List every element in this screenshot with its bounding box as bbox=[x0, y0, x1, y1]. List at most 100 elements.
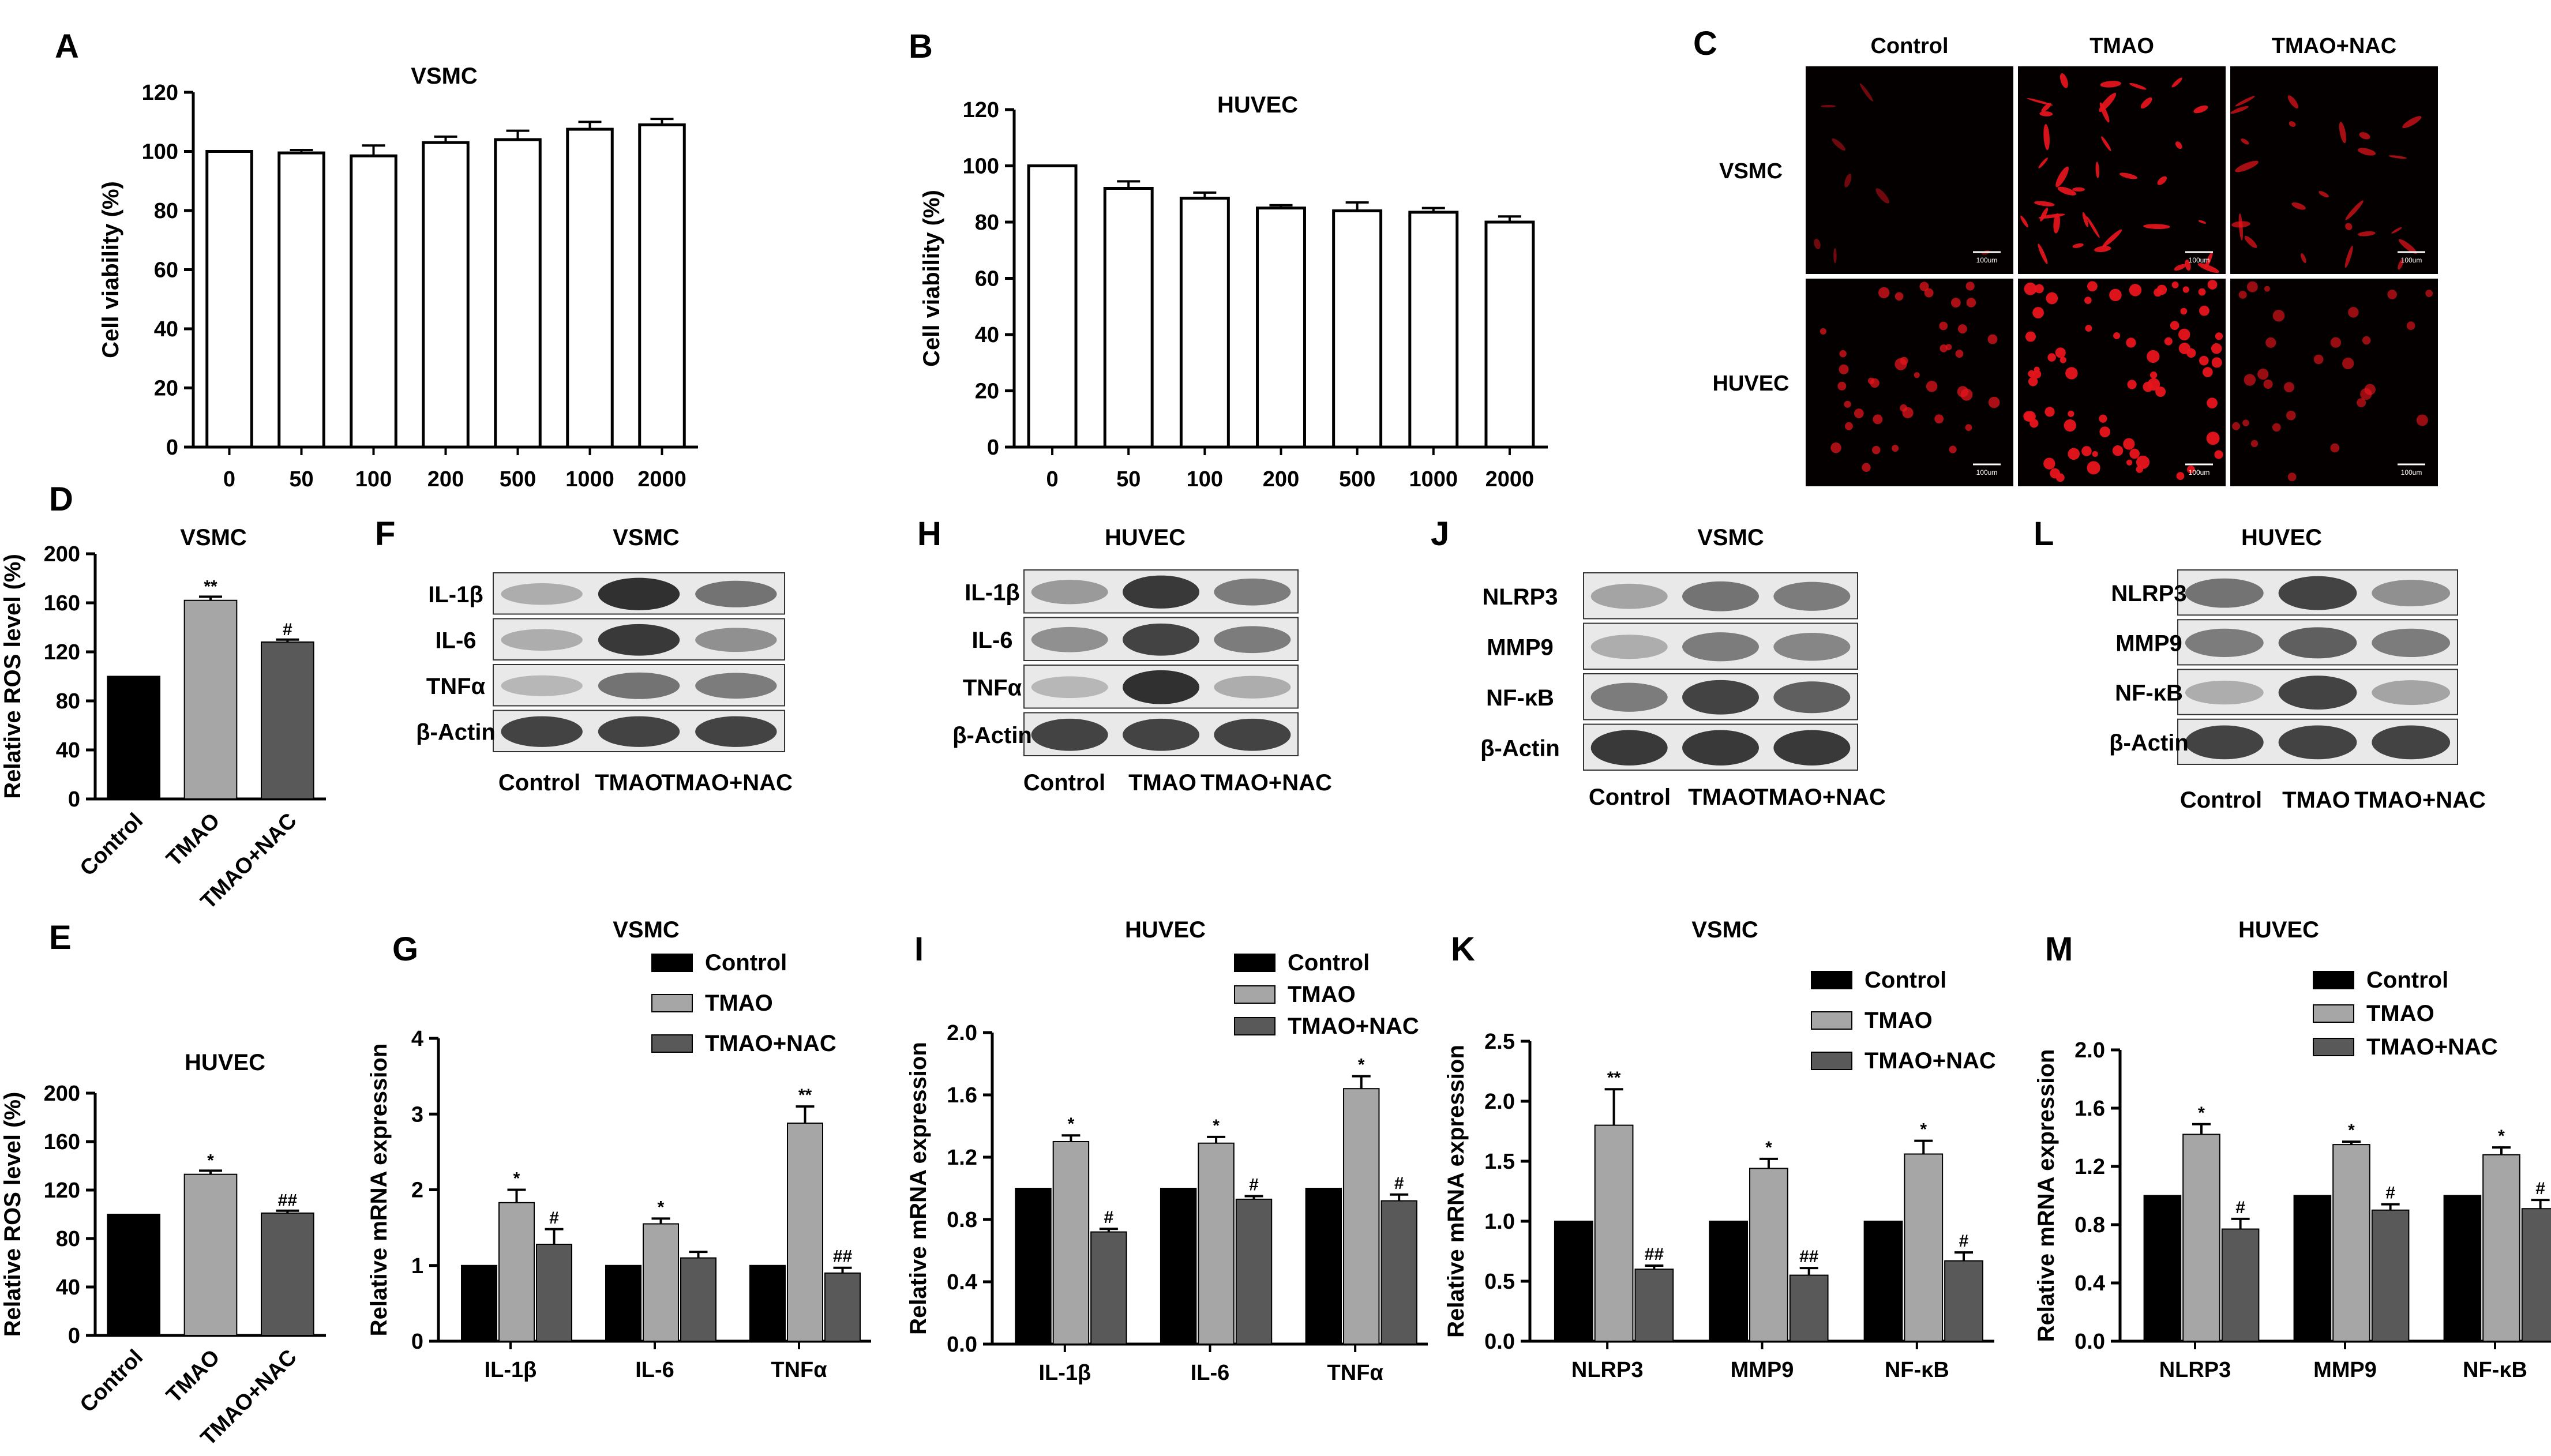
cell-mark bbox=[1939, 321, 1948, 331]
significance-mark: * bbox=[1068, 1114, 1075, 1134]
cell-mark bbox=[2053, 213, 2060, 234]
significance-mark: ## bbox=[278, 1191, 298, 1210]
y-tick-label: 80 bbox=[154, 199, 178, 223]
y-tick-label: 40 bbox=[56, 738, 80, 763]
cell-mark bbox=[1814, 238, 1821, 250]
x-tick-label: 0 bbox=[223, 467, 235, 491]
bar bbox=[1749, 1168, 1788, 1342]
bar bbox=[205, 150, 253, 449]
significance-mark: # bbox=[1394, 1174, 1404, 1193]
cell-mark bbox=[1845, 422, 1853, 430]
bar bbox=[1160, 1188, 1197, 1345]
cell-mark bbox=[2123, 438, 2135, 450]
fluorescence-image bbox=[2230, 66, 2438, 274]
cell-mark bbox=[2034, 284, 2044, 294]
legend-swatch bbox=[2313, 971, 2354, 989]
y-tick-label: 160 bbox=[44, 591, 80, 616]
x-tick-label: TNFα bbox=[1327, 1361, 1383, 1385]
cell-mark bbox=[1859, 83, 1873, 102]
y-tick-label: 80 bbox=[56, 689, 80, 714]
cell-mark bbox=[2047, 353, 2056, 362]
fluorescence-image bbox=[2018, 279, 2226, 486]
blot-band bbox=[1123, 718, 1199, 751]
cell-mark bbox=[2244, 236, 2257, 248]
blot-row-label: MMP9 bbox=[1487, 635, 1554, 660]
cell-mark bbox=[2020, 215, 2028, 228]
cell-mark bbox=[2330, 443, 2340, 453]
legend-label: TMAO bbox=[2366, 1001, 2434, 1026]
cell-mark bbox=[2416, 414, 2428, 426]
blot-band bbox=[1682, 632, 1759, 662]
blot-row-label: β-Actin bbox=[1480, 735, 1560, 761]
blot-lane-label: Control bbox=[498, 770, 580, 795]
y-tick-label: 0.5 bbox=[1484, 1270, 1515, 1294]
cell-mark bbox=[2207, 397, 2218, 409]
cell-mark bbox=[2028, 377, 2038, 386]
blot-row-label: β-Actin bbox=[952, 723, 1032, 748]
blot-row-label: β-Actin bbox=[416, 719, 496, 745]
cell-mark bbox=[2291, 202, 2306, 210]
blot-row-label: IL-1β bbox=[428, 582, 483, 607]
cell-mark bbox=[1987, 334, 1998, 344]
y-tick-label: 1.2 bbox=[947, 1146, 977, 1170]
y-tick-label: 80 bbox=[975, 211, 999, 235]
y-tick-label: 160 bbox=[44, 1130, 80, 1154]
panel-letter: A bbox=[55, 28, 79, 65]
cell-mark bbox=[2186, 465, 2195, 474]
cell-mark bbox=[2174, 264, 2186, 271]
bar bbox=[1332, 209, 1383, 449]
x-tick-label: NLRP3 bbox=[2159, 1358, 2231, 1382]
blot-row-label: IL-1β bbox=[965, 580, 1020, 605]
cell-mark bbox=[2185, 260, 2191, 271]
blot-title: HUVEC bbox=[2241, 525, 2322, 550]
blot-band bbox=[2185, 578, 2264, 608]
bar bbox=[749, 1264, 786, 1342]
cell-mark bbox=[2028, 370, 2035, 378]
blot-band bbox=[501, 583, 583, 605]
cell-mark bbox=[2127, 380, 2137, 389]
bar bbox=[1027, 164, 1078, 449]
cell-mark bbox=[2024, 282, 2037, 295]
bar bbox=[2182, 1134, 2220, 1342]
blot-panel-h: H HUVEC IL-1β IL-6 TNFα β-Actin Control TMAO TMA… bbox=[917, 515, 1332, 795]
cell-mark bbox=[1939, 344, 1948, 352]
cell-mark bbox=[2250, 440, 2259, 448]
x-tick-label: 1000 bbox=[565, 467, 614, 491]
blot-band bbox=[1123, 575, 1199, 609]
x-tick-label: 200 bbox=[427, 467, 464, 491]
blot-band bbox=[1773, 581, 1851, 611]
blot-lane-label: TMAO bbox=[2282, 787, 2350, 813]
y-axis-label: Cell viability (%) bbox=[98, 181, 123, 358]
cell-mark bbox=[2143, 224, 2170, 230]
y-axis-label: Cell viability (%) bbox=[919, 190, 944, 367]
y-tick-label: 120 bbox=[44, 640, 80, 665]
cell-mark bbox=[1862, 463, 1871, 472]
y-tick-label: 0 bbox=[987, 436, 999, 460]
cell-mark bbox=[2207, 280, 2218, 290]
blot-band bbox=[2372, 580, 2451, 607]
blot-band bbox=[2185, 725, 2264, 760]
cell-mark bbox=[1854, 408, 1864, 418]
legend-swatch bbox=[1811, 971, 1852, 989]
cell-mark bbox=[2043, 123, 2050, 151]
cell-mark bbox=[2057, 186, 2076, 196]
blot-row-label: NF-κB bbox=[2115, 681, 2183, 706]
blot-row-label: TNFα bbox=[963, 675, 1022, 700]
x-tick-label: 500 bbox=[500, 467, 536, 491]
y-tick-label: 1.0 bbox=[1484, 1210, 1515, 1234]
cell-mark bbox=[2119, 172, 2138, 179]
y-tick-label: 0.4 bbox=[2074, 1271, 2105, 1296]
blot-band bbox=[2185, 628, 2264, 658]
cell-mark bbox=[1844, 400, 1851, 408]
y-tick-label: 120 bbox=[44, 1179, 80, 1203]
bar bbox=[1408, 211, 1459, 449]
significance-mark: * bbox=[658, 1198, 665, 1217]
legend-label: TMAO+NAC bbox=[2366, 1034, 2498, 1060]
cell-mark bbox=[2215, 332, 2223, 340]
fluorescence-image bbox=[2018, 66, 2226, 274]
blot-row-label: β-Actin bbox=[2109, 730, 2189, 756]
cell-mark bbox=[1839, 364, 1849, 374]
blot-band bbox=[2372, 628, 2451, 658]
y-tick-label: 40 bbox=[975, 323, 999, 347]
cell-mark bbox=[2171, 77, 2182, 88]
